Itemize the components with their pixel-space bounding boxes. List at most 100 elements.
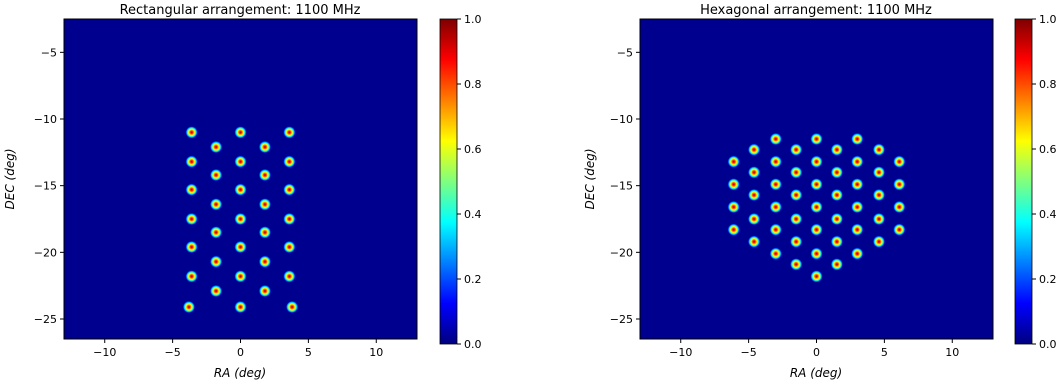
beam-point (789, 235, 803, 248)
beam-point (810, 155, 823, 168)
beam-point (830, 188, 844, 202)
beam-point (830, 212, 844, 226)
x-tick-label: −5 (741, 346, 757, 359)
beam-point (234, 300, 247, 314)
colorbar-tick-label: 0.4 (464, 208, 482, 221)
colorbar-tick-label: 1.0 (464, 13, 482, 26)
beam-point (789, 258, 803, 271)
beam-point (258, 226, 272, 239)
y-tick-label: −15 (34, 180, 57, 193)
y-tick-label: −5 (41, 46, 57, 59)
beam-point (234, 240, 247, 254)
x-tick-label: −5 (165, 346, 181, 359)
beam-point (830, 166, 844, 179)
beam-point (830, 143, 844, 156)
y-tick-label: −25 (610, 313, 633, 326)
panel-hexagonal: Hexagonal arrangement: 1100 MHz −10 −5 0 5 1… (583, 3, 1057, 380)
colorbar-tick-label: 1.0 (1039, 13, 1057, 26)
beam-point (747, 235, 761, 248)
beam-point (769, 223, 782, 236)
beam-point (727, 200, 740, 214)
colorbar-tick-label: 0.6 (464, 143, 482, 156)
colorbar-tick-label: 0.0 (464, 338, 482, 351)
beam-point (258, 198, 272, 211)
beam-point (810, 200, 823, 214)
beam-point (872, 188, 886, 202)
x-axis-label: RA (deg) (214, 366, 266, 380)
beam-point (872, 235, 886, 248)
beam-point (810, 247, 823, 260)
beam-point (234, 270, 247, 283)
beam-layer (727, 132, 906, 283)
beam-point (185, 126, 198, 139)
beam-point (258, 140, 272, 154)
x-axis-label: RA (deg) (790, 366, 842, 380)
beam-point (851, 223, 864, 236)
colorbar (1014, 18, 1033, 345)
beam-point (185, 240, 198, 254)
beam-point (209, 168, 223, 182)
beam-point (185, 270, 198, 283)
y-tick-label: −10 (610, 113, 633, 126)
beam-point (258, 168, 272, 182)
beam-point (234, 212, 247, 226)
panel-rectangular: Rectangular arrangement: 1100 MHz −10 −5 0… (3, 3, 482, 380)
chart-title: Rectangular arrangement: 1100 MHz (120, 3, 361, 18)
beam-point (258, 255, 272, 268)
beam-point (851, 178, 864, 191)
beam-point (747, 188, 761, 202)
x-tick-label: −10 (669, 346, 692, 359)
beam-point (893, 223, 906, 236)
beam-point (283, 155, 296, 168)
x-axis: −10 −5 0 5 10 (93, 339, 383, 359)
x-axis: −10 −5 0 5 10 (669, 339, 959, 359)
y-tick-label: −20 (610, 246, 633, 259)
beam-point (789, 143, 803, 156)
beam-point (283, 212, 296, 226)
y-axis-label: DEC (deg) (3, 149, 17, 210)
colorbar-tick-label: 0.8 (1039, 78, 1057, 91)
beam-point (285, 300, 299, 314)
beam-point (769, 178, 782, 191)
x-tick-label: 5 (305, 346, 312, 359)
beam-point (747, 212, 761, 226)
colorbar-tick-label: 0.2 (464, 273, 482, 286)
colorbar-tick-label: 0.6 (1039, 143, 1057, 156)
beam-point (209, 226, 223, 239)
beam-layer (182, 126, 299, 314)
beam-point (872, 143, 886, 156)
colorbar (439, 18, 458, 345)
beam-point (747, 166, 761, 179)
beam-point (769, 200, 782, 214)
beam-point (769, 155, 782, 168)
beam-point (769, 132, 782, 146)
x-tick-label: 10 (369, 346, 383, 359)
colorbar-axis: 0.0 0.2 0.4 0.6 0.8 1.0 (457, 13, 482, 351)
beam-point (283, 240, 296, 254)
beam-point (810, 178, 823, 191)
beam-point (789, 188, 803, 202)
beam-point (209, 198, 223, 211)
beam-point (185, 183, 198, 196)
beam-point (727, 155, 740, 168)
plot-area (64, 19, 417, 339)
beam-point (893, 200, 906, 214)
colorbar-tick-label: 0.0 (1039, 338, 1057, 351)
beam-point (185, 155, 198, 168)
beam-point (851, 155, 864, 168)
x-tick-label: 5 (881, 346, 888, 359)
beam-point (851, 200, 864, 214)
y-axis: −5 −10 −15 −20 −25 (610, 46, 640, 326)
beam-point (283, 270, 296, 283)
y-tick-label: −10 (34, 113, 57, 126)
y-tick-label: −25 (34, 313, 57, 326)
chart-title: Hexagonal arrangement: 1100 MHz (700, 3, 932, 18)
beam-point (810, 132, 823, 146)
beam-point (182, 300, 196, 314)
y-tick-label: −5 (617, 46, 633, 59)
beam-point (872, 212, 886, 226)
beam-point (830, 258, 844, 271)
y-axis: −5 −10 −15 −20 −25 (34, 46, 64, 326)
beam-point (893, 155, 906, 168)
y-tick-label: −20 (34, 246, 57, 259)
